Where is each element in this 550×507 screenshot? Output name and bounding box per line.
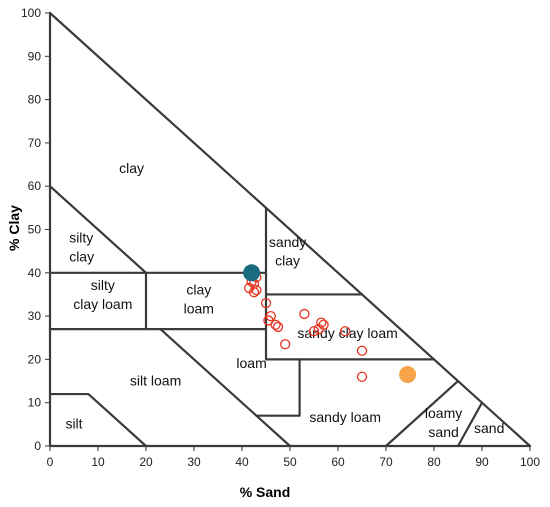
region-label: silt xyxy=(65,416,82,432)
x-tick-label: 30 xyxy=(187,455,201,469)
region-label: sand xyxy=(474,420,504,436)
x-tick-label: 100 xyxy=(520,455,540,469)
open-circle-point xyxy=(316,317,327,328)
open-circle-point xyxy=(299,308,310,320)
filled-circle-point xyxy=(243,264,261,282)
y-axis-title: % Clay xyxy=(6,205,22,251)
region-label: clay loam xyxy=(184,281,214,316)
x-tick-label: 80 xyxy=(427,455,441,469)
region-labels: clay silty clay sandy clay silty clay loam clay… xyxy=(65,160,504,440)
region-label: loamy sand xyxy=(425,405,462,440)
x-tick-label: 10 xyxy=(91,455,105,469)
texture-boundaries xyxy=(48,11,532,448)
y-tick-label: 90 xyxy=(28,49,42,63)
y-tick-label: 10 xyxy=(28,396,42,410)
data-points xyxy=(243,264,417,384)
open-circle-point xyxy=(270,319,281,330)
region-label: silt loam xyxy=(130,372,181,388)
region-label: silty clay loam xyxy=(73,277,132,312)
open-circle-point xyxy=(248,287,260,298)
open-circle-point xyxy=(356,371,368,382)
open-circle-point xyxy=(318,319,329,330)
open-circle-point xyxy=(280,339,291,350)
y-tick-label: 30 xyxy=(28,309,42,323)
open-circle-point xyxy=(265,310,276,322)
x-tick-label: 50 xyxy=(283,455,297,469)
region-label: sandy loam xyxy=(309,409,381,425)
y-tick-label: 70 xyxy=(28,136,42,150)
x-tick-label: 20 xyxy=(139,455,153,469)
open-circle-point xyxy=(356,345,368,356)
open-circle-point xyxy=(260,297,272,309)
y-tick-label: 0 xyxy=(34,439,41,453)
x-tick-label: 90 xyxy=(475,455,489,469)
boundary-line xyxy=(264,293,436,361)
boundary-line xyxy=(384,379,460,448)
open-circle-point xyxy=(272,321,284,333)
filled-circle-point xyxy=(399,366,417,384)
y-tick-label: 60 xyxy=(28,179,42,193)
x-tick-label: 40 xyxy=(235,455,249,469)
boundary-line xyxy=(255,358,301,448)
open-circle-point xyxy=(251,284,262,296)
region-label: sandy clay xyxy=(269,234,306,269)
open-circle-point xyxy=(340,326,351,337)
region-label: silty clay xyxy=(69,229,94,264)
boundary-line xyxy=(159,327,258,417)
y-tick-label: 50 xyxy=(28,223,42,237)
boundary-line xyxy=(48,392,148,448)
y-tick-label: 80 xyxy=(28,93,42,107)
x-axis-title: % Sand xyxy=(240,484,291,500)
region-label: clay xyxy=(119,160,144,176)
open-circle-point xyxy=(308,326,320,337)
y-tick-label: 20 xyxy=(28,352,42,366)
x-tick-label: 0 xyxy=(47,455,54,469)
boundary-line xyxy=(456,401,484,448)
y-tick-label: 40 xyxy=(28,266,42,280)
y-tick-label: 100 xyxy=(21,6,41,20)
region-label: loam xyxy=(236,355,266,371)
x-tick-label: 60 xyxy=(331,455,345,469)
x-tick-label: 70 xyxy=(379,455,393,469)
